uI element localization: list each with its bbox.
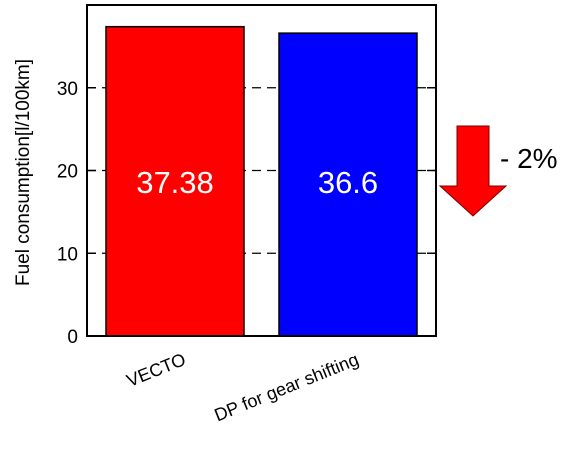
- category-labels: VECTO DP for gear shifting: [124, 349, 362, 425]
- y-tick-label: 30: [57, 79, 78, 100]
- bar-value-labels: 37.38 36.6: [136, 165, 378, 200]
- category-label: DP for gear shifting: [211, 349, 361, 425]
- y-tick-label: 20: [57, 162, 78, 183]
- y-tick-label: 10: [57, 244, 78, 265]
- category-label: VECTO: [124, 349, 189, 391]
- bar-value-label: 37.38: [136, 165, 214, 200]
- bar-value-label: 36.6: [318, 165, 378, 200]
- y-axis-ticks: 0 10 20 30: [57, 79, 436, 348]
- bar: [278, 32, 418, 337]
- y-tick-label: 0: [67, 327, 78, 348]
- y-axis-label: Fuel consumption[l/100km]: [13, 59, 34, 286]
- decrease-arrow-icon: [438, 125, 508, 217]
- decrease-annotation: - 2%: [500, 143, 558, 174]
